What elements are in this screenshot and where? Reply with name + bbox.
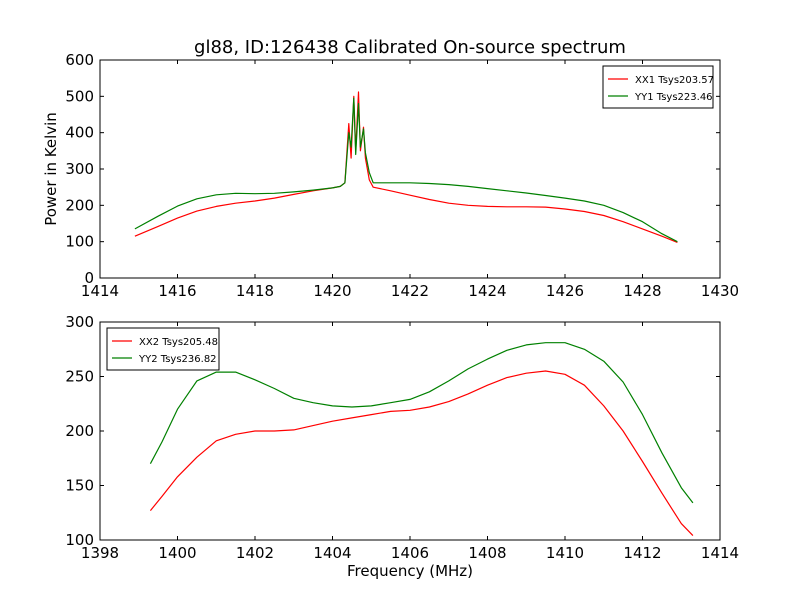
- x-tick-label: 1410: [546, 544, 584, 562]
- legend-box: [106, 327, 220, 371]
- legend-entry: YY2 Tsys236.82: [138, 354, 217, 365]
- chart-panel-1: 1414 1416 1418 1420 1422 1424 1426 1428 1430 0 100…: [42, 51, 739, 300]
- x-tick-label: 1420: [313, 282, 351, 300]
- legend-entry: YY1 Tsys223.46: [634, 92, 713, 103]
- legend: XX2 Tsys205.48 YY2 Tsys236.82: [106, 327, 220, 371]
- series-line-1-2: [134, 97, 678, 243]
- x-tick-label: 1428: [623, 282, 661, 300]
- legend: XX1 Tsys203.57 YY1 Tsys223.46: [602, 65, 714, 109]
- y-tick-label: 250: [65, 368, 94, 386]
- series-line-1-1: [134, 91, 678, 243]
- y-tick-label: 200: [65, 196, 94, 214]
- y-tick-label: 500: [65, 87, 94, 105]
- x-tick-label: 1426: [546, 282, 584, 300]
- y-tick-label: 300: [65, 313, 94, 331]
- x-tick-label: 1414: [81, 282, 119, 300]
- x-tick-label: 1408: [468, 544, 506, 562]
- y-axis-label: Power in Kelvin: [42, 112, 60, 226]
- x-tick-label: 1416: [158, 282, 196, 300]
- y-tick-label: 100: [65, 233, 94, 251]
- x-tick-label: 1418: [236, 282, 274, 300]
- x-tick-label: 1406: [391, 544, 429, 562]
- chart-title: gl88, ID:126438 Calibrated On-source spe…: [194, 37, 626, 58]
- y-tick-label: 150: [65, 477, 94, 495]
- series-line-2-1: [149, 370, 694, 537]
- x-tick-label: 1412: [623, 544, 661, 562]
- x-tick-label: 1402: [236, 544, 274, 562]
- x-tick-label: 1398: [81, 544, 119, 562]
- x-tick-label: 1404: [313, 544, 351, 562]
- x-tick-label: 1422: [391, 282, 429, 300]
- x-axis-label: Frequency (MHz): [347, 562, 473, 580]
- series-line-2-2: [149, 342, 694, 504]
- x-tick-label: 1430: [701, 282, 739, 300]
- x-tick-label: 1400: [158, 544, 196, 562]
- y-tick-label: 300: [65, 160, 94, 178]
- x-tick-label: 1424: [468, 282, 506, 300]
- chart-panel-2: 1398 1400 1402 1404 1406 1408 1410 1412 1414 100 1…: [65, 313, 739, 580]
- legend-entry: XX1 Tsys203.57: [635, 75, 714, 86]
- y-tick-label: 600: [65, 51, 94, 69]
- x-tick-label: 1414: [701, 544, 739, 562]
- y-tick-label: 100: [65, 531, 94, 549]
- y-tick-label: 0: [84, 269, 94, 287]
- y-tick-label: 200: [65, 422, 94, 440]
- legend-entry: XX2 Tsys205.48: [139, 337, 218, 348]
- y-tick-label: 400: [65, 124, 94, 142]
- legend-box: [602, 65, 714, 109]
